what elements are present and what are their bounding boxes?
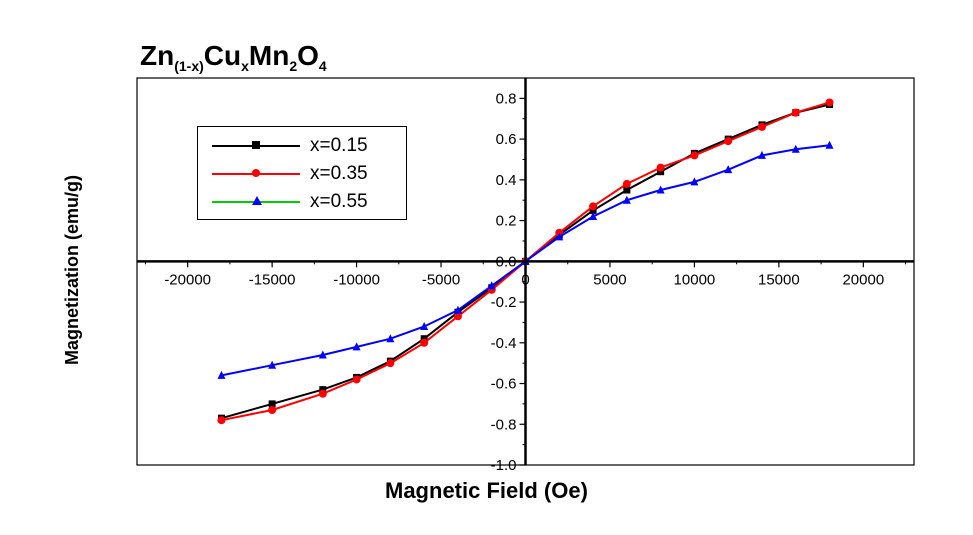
series-line-3 [221,144,830,377]
data-point-circle [318,389,327,398]
y-tick-label: -0.2 [491,294,517,311]
data-point-triangle [318,350,327,359]
data-point-triangle [268,360,277,369]
legend-label: x=0.55 [310,191,368,212]
title-sub-4: 4 [318,58,327,74]
legend-label: x=0.15 [310,135,368,156]
data-point-triangle [386,334,395,343]
y-tick-label: -0.8 [491,416,517,433]
data-point-square [589,206,597,214]
legend: x=0.15 x=0.35 x=0.55 [197,126,407,220]
legend-label: x=0.35 [310,163,368,184]
title-sub-2: 2 [289,58,298,74]
legend-square-marker [252,141,260,149]
data-point-triangle [757,150,766,159]
y-tick-label: -0.6 [491,376,517,393]
y-tick-label: 0.6 [496,131,517,148]
data-point-circle [825,98,834,107]
data-point-triangle [555,232,564,241]
data-point-triangle [690,177,699,186]
chart-title: Zn(1-x)CuxMn2O4 [140,40,327,74]
legend-triangle-marker [252,196,262,205]
legend-item-series-3: x=0.55 [198,191,406,213]
data-point-circle [656,163,665,172]
x-tick-label: 20000 [842,271,884,288]
data-point-circle [352,375,361,384]
data-point-triangle [825,140,834,149]
data-point-circle [589,202,598,211]
data-point-triangle [791,144,800,153]
x-tick-label: -10000 [333,271,380,288]
legend-circle-marker [252,169,260,177]
x-tick-label: -5000 [422,271,460,288]
y-tick-label: 0.2 [496,213,517,230]
y-tick-label: -1.0 [491,457,517,474]
data-point-circle [690,151,699,160]
x-tick-label: -20000 [164,271,211,288]
data-point-circle [757,122,766,131]
axis-layer: -20000 -15000 -10000 -5000 0 5000 10000 15000 20… [137,78,914,474]
data-point-circle [420,338,429,347]
y-tick-label: -0.4 [491,335,517,352]
data-point-circle [622,179,631,188]
x-tick-label: 5000 [593,271,626,288]
legend-item-series-1: x=0.15 [198,135,406,157]
x-tick-label: 15000 [758,271,800,288]
data-point-triangle [487,281,496,290]
data-point-triangle [217,370,226,379]
title-sub-x: x [241,58,249,74]
data-point-triangle [622,195,631,204]
y-tick-label: 0.0 [496,253,517,270]
data-point-square [268,400,276,408]
data-point-square [623,186,631,194]
data-point-triangle [352,342,361,351]
data-point-circle [268,406,277,415]
title-part-zn: Zn [140,40,175,71]
y-tick-label: 0.4 [496,172,517,189]
x-axis-label: Magnetic Field (Oe) [385,478,588,503]
y-axis-label: Magnetization (emu/g) [62,175,82,365]
data-point-circle [453,312,462,321]
x-tick-label: 0 [521,271,529,288]
data-point-triangle [420,321,429,330]
data-point-triangle [453,305,462,314]
title-sub-1: (1-x) [174,58,204,74]
title-part-cu: Cu [203,40,242,71]
data-point-square [319,386,327,394]
title-part-mn: Mn [248,40,290,71]
data-point-triangle [656,185,665,194]
legend-item-series-2: x=0.35 [198,163,406,185]
y-tick-label: 0.8 [496,90,517,107]
data-point-triangle [724,165,733,174]
x-tick-label: -15000 [249,271,296,288]
data-point-circle [217,416,226,425]
series-line-2 [221,101,830,422]
x-tick-label: 10000 [674,271,716,288]
data-point-square [420,335,428,343]
data-point-circle [791,108,800,117]
data-point-square [657,168,665,176]
data-point-circle [386,359,395,368]
data-point-circle [724,137,733,146]
data-point-triangle [589,212,598,221]
title-part-o: O [297,40,319,71]
